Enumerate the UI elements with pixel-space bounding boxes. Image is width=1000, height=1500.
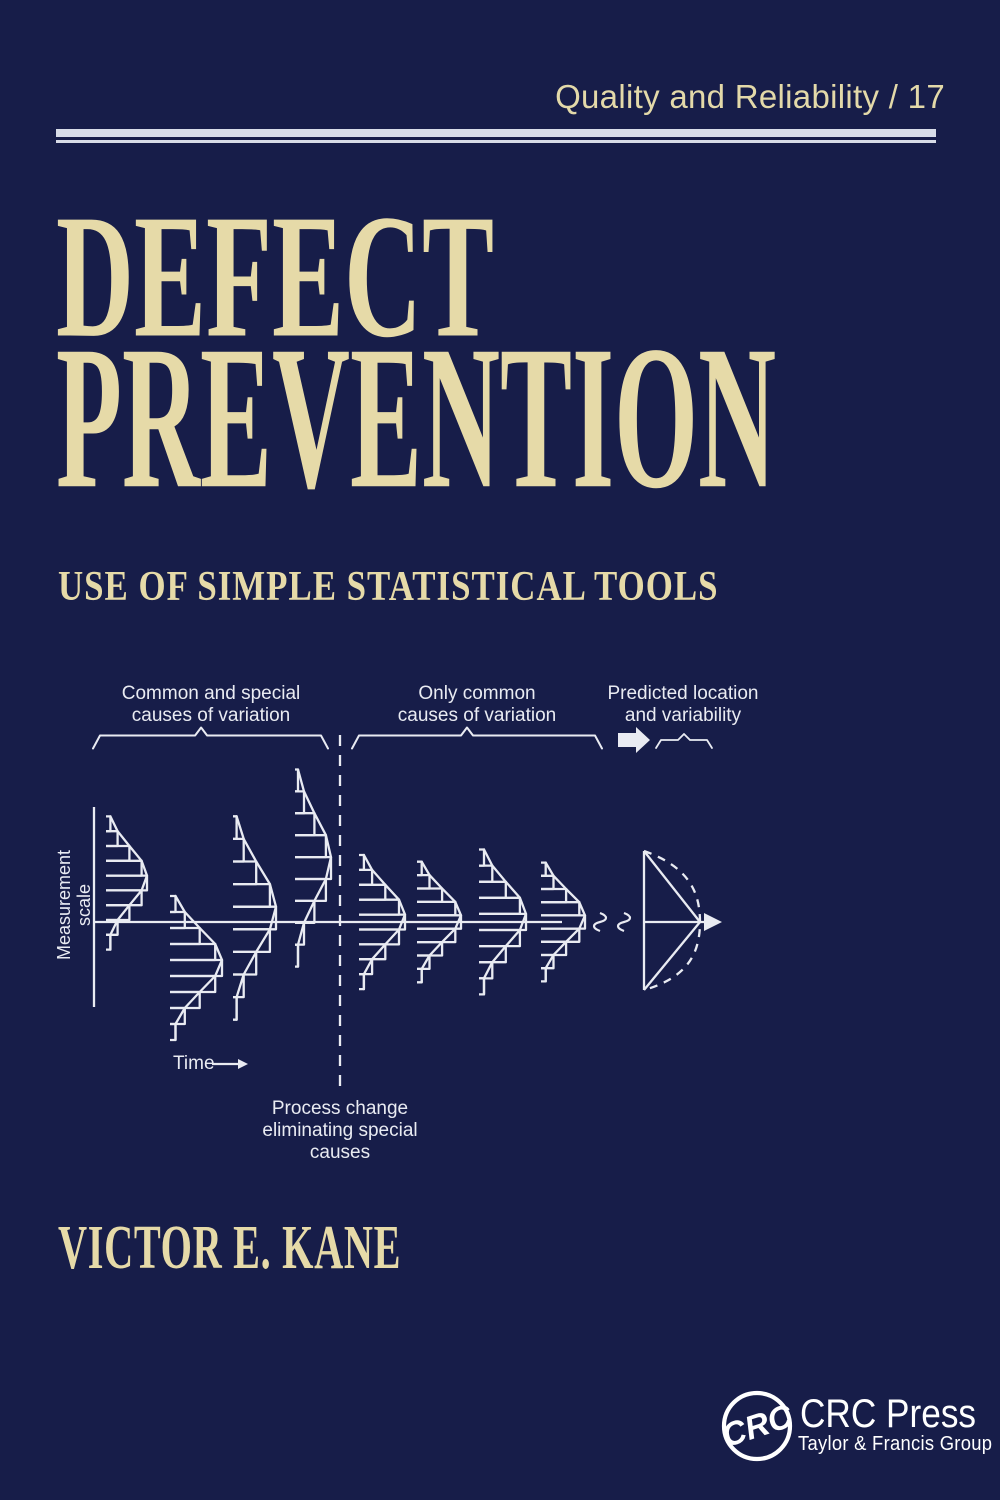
svg-text:Predicted location: Predicted location [607,683,758,704]
svg-text:Process change: Process change [272,1098,408,1119]
svg-text:Only common: Only common [418,683,535,704]
svg-text:Common and special: Common and special [122,683,300,704]
svg-text:scale: scale [74,884,94,926]
svg-text:eliminating special: eliminating special [262,1120,417,1141]
svg-text:causes: causes [310,1142,370,1163]
svg-text:causes of variation: causes of variation [132,705,290,726]
svg-text:Measurement: Measurement [54,850,74,960]
svg-text:causes of variation: causes of variation [398,705,556,726]
svg-text:Time: Time [173,1053,215,1074]
svg-text:CRC: CRC [717,1397,798,1455]
svg-text:and variability: and variability [625,705,742,726]
